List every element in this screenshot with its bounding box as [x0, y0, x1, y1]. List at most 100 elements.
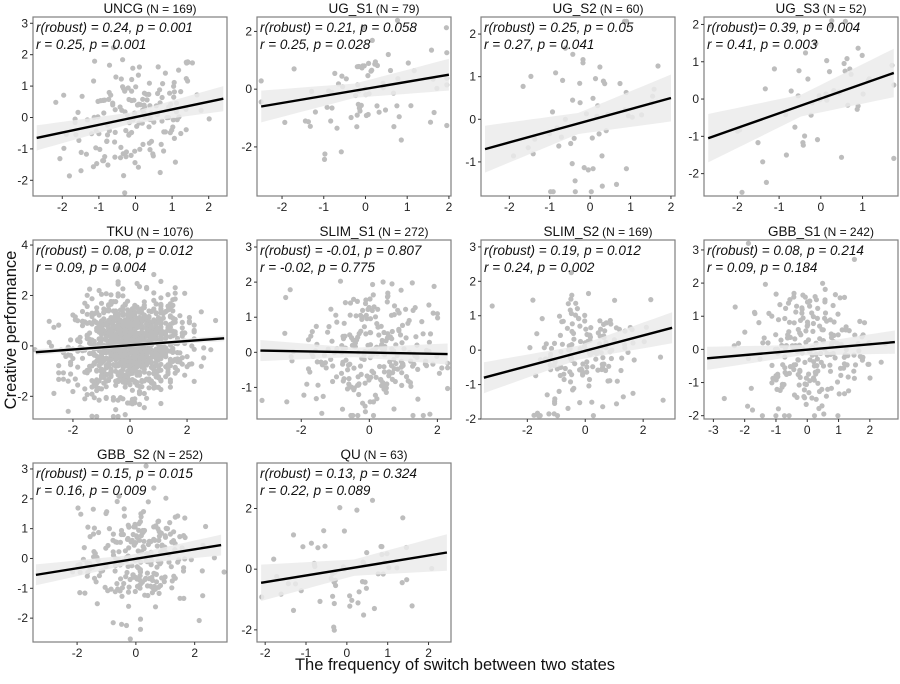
data-point	[157, 169, 163, 176]
data-point	[151, 306, 157, 312]
y-tick-label: 0	[21, 110, 28, 124]
regression-line	[260, 551, 448, 585]
data-point	[347, 312, 353, 318]
data-point	[134, 280, 140, 287]
data-point	[158, 400, 164, 407]
data-point	[158, 336, 164, 342]
data-point	[137, 616, 144, 622]
data-point	[65, 408, 71, 414]
data-point	[834, 379, 841, 385]
data-point	[291, 66, 297, 72]
data-point	[312, 109, 318, 115]
data-point	[146, 377, 152, 383]
robust-correlation-label: r(robust) = 0.24, p = 0.001	[36, 20, 193, 35]
data-point	[393, 360, 399, 367]
data-point	[891, 155, 897, 161]
data-point	[124, 536, 131, 543]
data-point	[365, 342, 371, 348]
data-point	[769, 380, 775, 386]
x-tick-label: -1	[544, 200, 555, 214]
data-point	[354, 507, 360, 513]
data-point	[159, 542, 165, 548]
data-point	[120, 84, 126, 90]
y-tick-label: -2	[241, 140, 252, 154]
data-point	[590, 413, 597, 419]
data-point	[132, 333, 138, 339]
data-point	[732, 304, 738, 310]
data-point	[329, 105, 335, 111]
data-point	[588, 189, 594, 195]
panel-frame	[703, 239, 899, 420]
data-point	[315, 545, 321, 551]
data-point	[162, 533, 168, 539]
data-point	[617, 80, 623, 87]
data-point	[309, 329, 315, 335]
data-point	[556, 313, 563, 319]
data-point	[817, 323, 823, 329]
data-point	[179, 330, 185, 336]
data-point	[148, 335, 154, 341]
data-point	[282, 119, 288, 125]
data-point	[79, 323, 86, 329]
data-point	[356, 589, 362, 595]
data-point	[820, 327, 826, 333]
data-point	[160, 311, 166, 317]
data-point	[113, 382, 119, 388]
regression-line	[35, 337, 225, 354]
data-point	[180, 568, 187, 574]
data-point	[148, 364, 154, 370]
data-point	[378, 377, 384, 383]
data-point	[118, 76, 124, 82]
data-point	[170, 117, 176, 123]
data-point	[167, 531, 173, 537]
y-tick-label: 0	[245, 562, 252, 576]
data-point	[814, 137, 821, 143]
data-point	[141, 305, 147, 311]
data-point	[152, 586, 158, 592]
panel-title: UNCG (N = 169)	[103, 1, 196, 16]
data-point	[369, 307, 375, 314]
data-point	[375, 306, 381, 312]
data-point	[183, 127, 189, 133]
data-point	[569, 372, 575, 378]
data-point	[117, 104, 123, 110]
data-point	[158, 295, 164, 301]
panel-frame	[32, 16, 228, 197]
data-point	[96, 341, 102, 347]
data-point	[389, 328, 395, 335]
data-point	[574, 306, 581, 312]
data-point	[84, 573, 90, 579]
data-point	[362, 300, 369, 307]
pearson-correlation-label: r = 0.09, p = 0.004	[36, 260, 146, 275]
data-point	[79, 318, 86, 324]
data-point	[170, 302, 176, 308]
data-point	[103, 291, 109, 297]
data-point	[760, 340, 766, 346]
data-point	[136, 527, 142, 533]
data-point	[763, 179, 770, 185]
data-point	[399, 370, 405, 376]
data-point	[326, 324, 332, 330]
data-point	[841, 391, 848, 397]
data-point	[527, 345, 533, 351]
data-point	[94, 413, 100, 420]
data-point	[403, 335, 409, 341]
data-point	[87, 286, 93, 292]
data-point	[444, 122, 450, 129]
data-point	[94, 367, 100, 373]
data-point	[108, 334, 114, 340]
data-point	[200, 593, 206, 599]
data-point	[211, 555, 217, 561]
panel-frame	[480, 16, 676, 197]
data-point	[841, 361, 848, 367]
data-point	[331, 627, 337, 633]
data-point	[126, 524, 132, 530]
data-point	[541, 345, 547, 351]
data-point	[321, 528, 327, 534]
y-tick-label: 0	[469, 112, 476, 126]
x-tick-label: 1	[404, 200, 411, 214]
data-point	[148, 539, 154, 545]
data-point	[110, 45, 117, 51]
data-point	[801, 394, 807, 400]
data-point	[358, 371, 364, 377]
